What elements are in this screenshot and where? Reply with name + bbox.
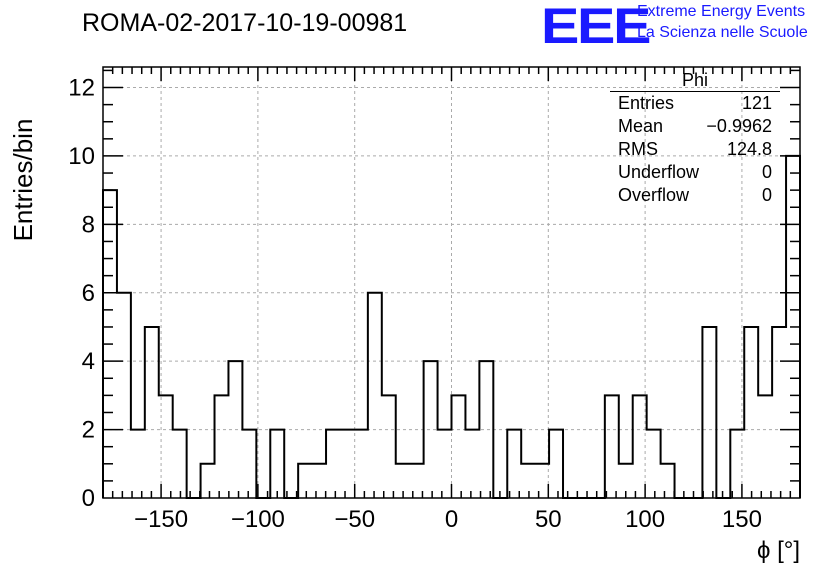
stats-label: RMS bbox=[618, 139, 658, 159]
stats-value: 124.8 bbox=[726, 139, 772, 159]
y-axis-label: Entries/bin bbox=[8, 119, 38, 242]
x-tick-labels: −150 −100 −50 0 50 100 150 bbox=[134, 506, 762, 533]
stats-value: 121 bbox=[741, 93, 772, 113]
stats-label: Mean bbox=[618, 116, 664, 136]
x-tick-label: −150 bbox=[134, 506, 188, 533]
x-tick-label: −100 bbox=[231, 506, 285, 533]
stats-box-title: Phi bbox=[610, 70, 780, 92]
stats-value: −0.9962 bbox=[706, 116, 772, 136]
x-tick-label: 0 bbox=[445, 506, 458, 533]
x-tick-label: 100 bbox=[625, 506, 665, 533]
x-tick-label: 150 bbox=[722, 506, 762, 533]
plot-frame bbox=[102, 66, 801, 499]
stats-label: Entries bbox=[618, 93, 675, 113]
stats-label: Overflow bbox=[618, 185, 690, 205]
stats-box: Phi Entries 121 Mean −0.9962 RMS 124.8 U… bbox=[610, 70, 780, 207]
y-tick-label: 4 bbox=[82, 348, 95, 375]
y-tick-label: 10 bbox=[68, 143, 95, 170]
stats-row: Mean −0.9962 bbox=[610, 115, 780, 138]
x-tick-label: −50 bbox=[334, 506, 375, 533]
x-axis-label: ϕ [°] bbox=[757, 537, 800, 564]
logo-text-line-2: La Scienza nelle Scuole bbox=[637, 24, 808, 41]
y-tick-labels: 0 2 4 6 8 10 12 bbox=[68, 75, 95, 512]
stats-value: 0 bbox=[761, 185, 772, 205]
logo-text-line-1: Extreme Energy Events bbox=[637, 3, 806, 20]
y-tick-label: 0 bbox=[82, 485, 95, 512]
stats-row: Underflow 0 bbox=[610, 161, 780, 184]
y-tick-label: 2 bbox=[82, 417, 95, 444]
stats-row: Entries 121 bbox=[610, 92, 780, 115]
stats-value: 0 bbox=[761, 162, 772, 182]
y-tick-label: 6 bbox=[82, 280, 95, 307]
stats-row: RMS 124.8 bbox=[610, 138, 780, 161]
axis-ticks bbox=[103, 67, 800, 498]
chart-title: ROMA-02-2017-10-19-00981 bbox=[82, 9, 408, 37]
y-tick-label: 12 bbox=[68, 75, 95, 102]
x-tick-label: 50 bbox=[535, 506, 562, 533]
y-tick-label: 8 bbox=[82, 211, 95, 238]
eee-logo: EEE bbox=[541, 0, 651, 54]
stats-label: Underflow bbox=[618, 162, 700, 182]
stats-row: Overflow 0 bbox=[610, 184, 780, 207]
